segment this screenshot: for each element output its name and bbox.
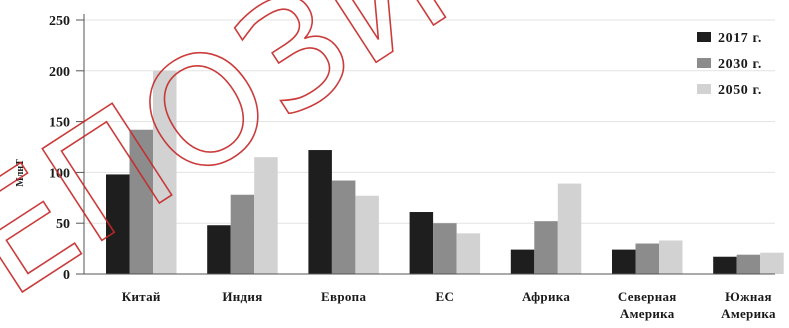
bar bbox=[106, 174, 130, 274]
legend-swatch bbox=[697, 84, 711, 94]
bar bbox=[207, 225, 231, 274]
legend-swatch bbox=[697, 58, 711, 68]
legend-label: 2050 г. bbox=[718, 83, 762, 98]
y-tick-label: 200 bbox=[49, 65, 70, 80]
category-label: ЕС bbox=[436, 289, 455, 304]
bar bbox=[230, 194, 255, 274]
category-label: Южная Америка bbox=[721, 289, 776, 321]
bar bbox=[557, 183, 582, 274]
bar bbox=[736, 254, 761, 274]
bar bbox=[355, 195, 379, 274]
legend-label: 2030 г. bbox=[718, 57, 762, 72]
watermark: ЕПОЗИ bbox=[0, 0, 478, 328]
y-tick-label: 250 bbox=[49, 14, 70, 29]
bar bbox=[635, 243, 659, 274]
legend-swatch bbox=[697, 32, 711, 42]
bar bbox=[409, 212, 434, 274]
y-axis-label: МлнТ bbox=[15, 159, 26, 187]
bar bbox=[612, 249, 636, 274]
y-tick-label: 150 bbox=[49, 116, 70, 131]
bar bbox=[713, 256, 737, 274]
legend-label: 2017 г. bbox=[718, 31, 762, 46]
y-tick-labels: 0 50 100 150 200 250 bbox=[49, 14, 84, 283]
category-label: Китай bbox=[122, 289, 161, 304]
category-labels: Китай Индия Европа ЕС Африка Северная Америка Ю… bbox=[122, 289, 776, 321]
category-label: Северная Америка bbox=[618, 289, 677, 321]
bar bbox=[153, 70, 177, 274]
bar bbox=[308, 150, 332, 274]
bars bbox=[106, 70, 784, 274]
bar bbox=[659, 240, 683, 274]
bar bbox=[510, 249, 535, 274]
category-label: Африка bbox=[522, 289, 570, 304]
axes bbox=[83, 14, 775, 275]
bar bbox=[534, 221, 558, 274]
bar bbox=[760, 252, 784, 274]
category-label: Индия bbox=[222, 289, 262, 304]
y-tick-label: 50 bbox=[56, 217, 70, 232]
y-tick-label: 0 bbox=[63, 268, 70, 283]
bar bbox=[456, 233, 481, 274]
bar bbox=[433, 223, 457, 274]
category-label: Европа bbox=[321, 289, 366, 304]
bar bbox=[129, 129, 153, 274]
gridlines bbox=[84, 19, 775, 224]
bar bbox=[331, 180, 356, 274]
legend: 2017 г. 2030 г. 2050 г. bbox=[697, 31, 762, 98]
bar bbox=[254, 157, 278, 274]
y-tick-label: 100 bbox=[49, 166, 70, 181]
